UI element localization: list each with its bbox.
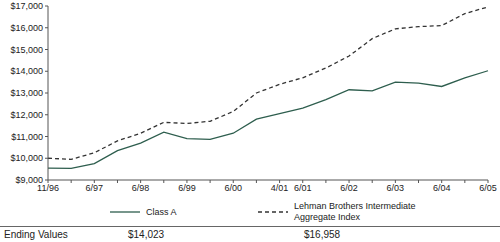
- svg-text:$9,000: $9,000: [15, 175, 43, 185]
- svg-text:6/01: 6/01: [294, 183, 312, 193]
- svg-text:6/00: 6/00: [224, 183, 242, 193]
- svg-text:4/01: 4/01: [271, 183, 289, 193]
- svg-text:$11,000: $11,000: [11, 132, 43, 142]
- svg-text:6/98: 6/98: [132, 183, 150, 193]
- svg-text:6/05: 6/05: [479, 183, 492, 193]
- svg-text:6/04: 6/04: [433, 183, 451, 193]
- svg-text:$17,000: $17,000: [10, 1, 43, 11]
- html-text:Class A: Class A: [146, 206, 177, 217]
- svg-text:$12,000: $12,000: [10, 110, 43, 120]
- svg-text:6/02: 6/02: [340, 183, 358, 193]
- html-text:$14,023: $14,023: [128, 229, 165, 240]
- html-text:Ending Values: Ending Values: [4, 229, 68, 240]
- svg-text:6/03: 6/03: [387, 183, 405, 193]
- svg-text:6/97: 6/97: [86, 183, 104, 193]
- svg-text:$16,000: $16,000: [10, 23, 43, 33]
- svg-text:$13,000: $13,000: [10, 88, 43, 98]
- svg-text:6/99: 6/99: [178, 183, 196, 193]
- svg-text:$14,000: $14,000: [10, 66, 43, 76]
- html-text:$16,958: $16,958: [304, 229, 341, 240]
- svg-text:$10,000: $10,000: [10, 153, 43, 163]
- html-text:Lehman Brothers Intermediate A: Lehman Brothers Intermediate Aggregate I…: [294, 201, 416, 222]
- svg-text:11/96: 11/96: [37, 183, 59, 194]
- svg-text:$15,000: $15,000: [10, 45, 43, 55]
